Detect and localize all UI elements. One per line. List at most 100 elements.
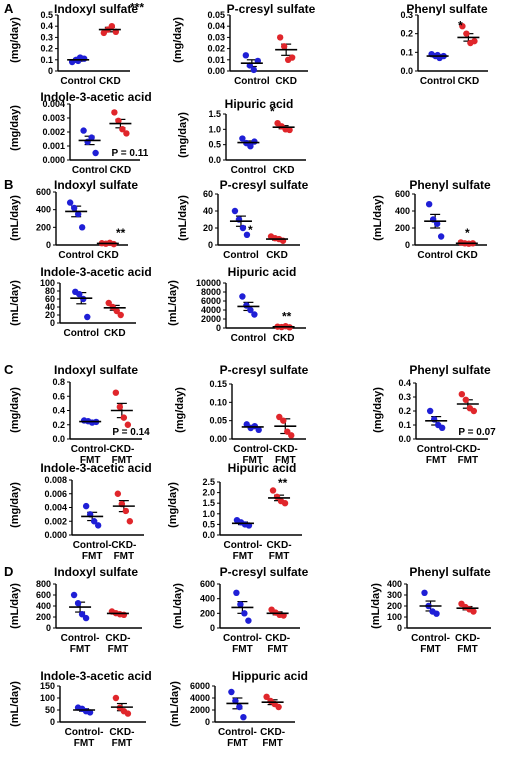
data-point bbox=[426, 407, 434, 415]
y-tick-label: 50 bbox=[45, 705, 55, 715]
x-category-label: FMT bbox=[70, 644, 91, 655]
x-category-label: Control bbox=[60, 76, 96, 87]
y-tick-label: 200 bbox=[387, 601, 402, 611]
data-point bbox=[433, 220, 441, 227]
x-category-label: CKD bbox=[97, 250, 119, 261]
data-point bbox=[74, 600, 82, 607]
subplot-7: Phenyl sulfate (mL/day) 0 200 400 600 Control C… bbox=[372, 178, 491, 261]
data-point bbox=[280, 43, 288, 50]
y-tick-label: 4000 bbox=[201, 305, 221, 315]
y-axis-label: (mg/day) bbox=[174, 387, 186, 433]
y-tick-label: 0.0 bbox=[400, 66, 413, 76]
subplot-18: Indole-3-acetic acid (mL/day) 0 50 100 150 Con… bbox=[9, 669, 152, 749]
subplot-title: P-cresyl sulfate bbox=[220, 178, 309, 192]
data-point bbox=[242, 52, 250, 59]
data-point bbox=[112, 389, 120, 396]
y-axis-label: (mg/day) bbox=[372, 387, 384, 433]
subplot-title: Hipuric acid bbox=[228, 265, 297, 279]
data-point bbox=[231, 207, 239, 215]
x-category-label: FMT bbox=[426, 455, 447, 466]
x-category-label: Control- bbox=[65, 727, 104, 738]
y-tick-label: 600 bbox=[36, 590, 51, 600]
x-category-label: CKD- bbox=[111, 540, 136, 551]
subplot-2: Phenyl sulfate 0.0 0.1 0.2 0.3 Control CKD * bbox=[400, 2, 488, 87]
y-tick-label: 0.00 bbox=[207, 66, 225, 76]
x-category-label: Control bbox=[420, 76, 456, 87]
data-point bbox=[232, 697, 239, 705]
y-tick-label: 0 bbox=[50, 717, 55, 727]
y-tick-label: 0.5 bbox=[40, 10, 53, 20]
y-tick-label: 0.3 bbox=[400, 10, 413, 20]
data-point bbox=[124, 710, 132, 717]
x-category-label: CKD bbox=[273, 165, 295, 176]
x-category-label: FMT bbox=[114, 551, 135, 562]
x-category-label: FMT bbox=[74, 738, 95, 749]
data-point bbox=[276, 34, 284, 41]
subplot-title: Phenyl sulfate bbox=[409, 363, 491, 377]
y-tick-label: 0.006 bbox=[44, 489, 67, 499]
subplot-19: Hippuric acid (mL/day) 0 2000 4000 6000 Contro… bbox=[169, 669, 308, 749]
y-axis-label: (mL/day) bbox=[177, 195, 189, 241]
subplot-title: Indoxyl sulfate bbox=[54, 565, 138, 579]
x-category-label: CKD- bbox=[105, 633, 130, 644]
data-point bbox=[459, 23, 466, 30]
subplot-title: Hipuric acid bbox=[225, 97, 294, 111]
x-category-label: CKD- bbox=[455, 633, 480, 644]
significance-marker: * bbox=[465, 226, 470, 240]
x-category-label: FMT bbox=[457, 644, 478, 655]
y-tick-label: 0 bbox=[46, 240, 51, 250]
data-point bbox=[116, 403, 124, 411]
y-tick-label: 0.6 bbox=[52, 391, 65, 401]
y-tick-label: 0 bbox=[208, 240, 213, 250]
subplot-title: Indole-3-acetic acid bbox=[40, 90, 151, 104]
data-point bbox=[286, 126, 293, 134]
data-point bbox=[70, 204, 78, 212]
subplot-6: P-cresyl sulfate (mL/day) 0 20 40 60 Control CK… bbox=[177, 178, 309, 261]
x-category-label: FMT bbox=[233, 551, 254, 562]
y-tick-label: 0.4 bbox=[40, 21, 53, 31]
y-axis-label: (mg/day) bbox=[177, 112, 189, 158]
data-point bbox=[84, 313, 91, 321]
x-category-label: Control- bbox=[417, 444, 456, 455]
y-tick-label: 0.02 bbox=[207, 44, 225, 54]
y-axis-label: (mg/day) bbox=[9, 17, 21, 63]
p-value-annotation: P = 0.07 bbox=[458, 427, 496, 438]
x-category-label: FMT bbox=[269, 551, 290, 562]
x-category-label: FMT bbox=[80, 455, 101, 466]
x-category-label: CKD- bbox=[109, 444, 134, 455]
y-axis-label: (mL/day) bbox=[9, 280, 21, 326]
y-tick-label: 10000 bbox=[196, 278, 221, 288]
y-tick-label: 1.5 bbox=[202, 498, 215, 508]
y-tick-label: 0.0 bbox=[208, 155, 221, 165]
x-category-label: Control- bbox=[218, 727, 257, 738]
y-tick-label: 0.05 bbox=[209, 416, 227, 426]
data-point bbox=[74, 210, 82, 218]
data-point bbox=[421, 589, 428, 596]
data-point bbox=[281, 500, 289, 507]
data-point bbox=[228, 688, 235, 696]
subplot-title: Indole-3-acetic acid bbox=[40, 265, 151, 279]
y-tick-label: 0.0 bbox=[398, 434, 411, 444]
data-point bbox=[92, 149, 99, 157]
x-category-label: FMT bbox=[267, 644, 288, 655]
y-tick-label: 0.05 bbox=[207, 10, 225, 20]
data-point bbox=[437, 233, 445, 240]
data-point bbox=[88, 134, 95, 141]
data-point bbox=[245, 617, 252, 624]
y-tick-label: 0 bbox=[46, 623, 51, 633]
y-tick-label: 400 bbox=[36, 601, 51, 611]
x-category-label: Control- bbox=[233, 444, 272, 455]
data-point bbox=[433, 610, 440, 617]
subplot-1: P-cresyl sulfate (mg/day) 0.000.010.02 0.03… bbox=[172, 2, 316, 87]
x-category-label: CKD bbox=[273, 333, 295, 344]
subplot-title: Phenyl sulfate bbox=[409, 565, 491, 579]
y-tick-label: 0.004 bbox=[44, 503, 67, 513]
y-axis-label: (mL/day) bbox=[9, 583, 21, 629]
data-point bbox=[115, 117, 122, 125]
y-tick-label: 0.2 bbox=[52, 420, 65, 430]
panel-label-C: C bbox=[4, 362, 14, 377]
x-category-label: FMT bbox=[458, 455, 479, 466]
subplot-title: Indoxyl sulfate bbox=[54, 178, 138, 192]
data-point bbox=[269, 487, 277, 494]
data-point bbox=[251, 311, 258, 318]
